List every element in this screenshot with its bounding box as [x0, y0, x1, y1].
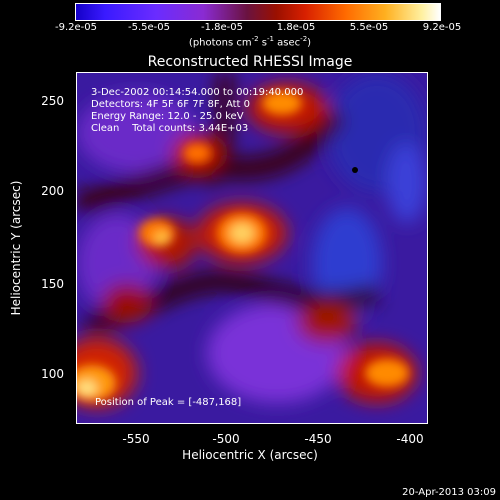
- y-tick-label: 250: [41, 94, 64, 108]
- colorbar-tick: -5.5e-05: [128, 22, 170, 33]
- x-axis-label: Heliocentric X (arcsec): [182, 448, 318, 462]
- generation-timestamp: 20-Apr-2013 03:09: [402, 487, 496, 498]
- info-peak-position: Position of Peak = [-487,168]: [95, 397, 242, 408]
- info-energy-range: Energy Range: 12.0 - 25.0 keV: [91, 111, 244, 122]
- image-title: Reconstructed RHESSI Image: [147, 54, 353, 70]
- colorbar-units: (photons cm-2 s-1 asec-2): [188, 35, 312, 49]
- y-tick-label: 150: [41, 277, 64, 291]
- rhessi-image: 3-Dec-2002 00:14:54.000 to 00:19:40.000 …: [76, 72, 428, 424]
- colorbar-tick: -1.8e-05: [201, 22, 243, 33]
- colorbar-tick: 1.8e-05: [276, 22, 316, 33]
- colorbar-tick: 5.5e-05: [349, 22, 389, 33]
- colorbar: [75, 3, 441, 21]
- y-tick-label: 200: [41, 184, 64, 198]
- x-tick-label: -400: [396, 432, 424, 446]
- x-tick-label: -550: [122, 432, 150, 446]
- colorbar-tick: 9.2e-05: [422, 22, 462, 33]
- x-tick-label: -450: [304, 432, 332, 446]
- info-detectors: Detectors: 4F 5F 6F 7F 8F, Att 0: [91, 99, 251, 110]
- info-time-range: 3-Dec-2002 00:14:54.000 to 00:19:40.000: [91, 87, 304, 98]
- y-axis-label: Heliocentric Y (arcsec): [9, 180, 23, 316]
- info-clean-counts: Clean Total counts: 3.44E+03: [91, 123, 249, 134]
- y-tick-label: 100: [41, 367, 64, 381]
- colorbar-tick: -9.2e-05: [55, 22, 97, 33]
- rhessi-heatmap: [77, 73, 427, 423]
- x-tick-label: -500: [212, 432, 240, 446]
